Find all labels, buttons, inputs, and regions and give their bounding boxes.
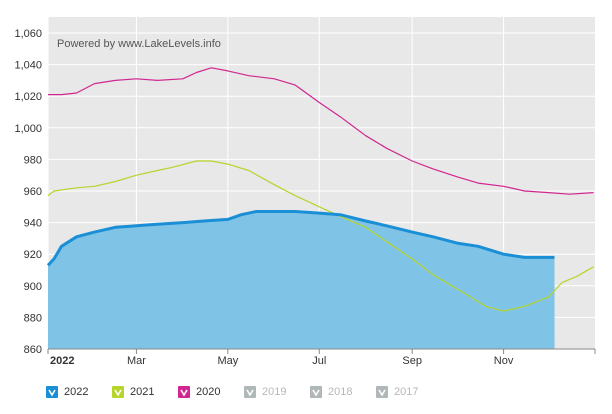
- legend-checkbox-icon[interactable]: [310, 386, 322, 398]
- credit-text: Powered by www.LakeLevels.info: [57, 38, 221, 50]
- y-tick-label: 960: [24, 186, 42, 198]
- legend-label: 2017: [394, 386, 419, 398]
- legend-checkbox-icon[interactable]: [244, 386, 256, 398]
- legend-item-2018[interactable]: 2018: [310, 382, 376, 402]
- legend-label: 2021: [130, 386, 155, 398]
- legend-item-2022[interactable]: 2022: [46, 382, 112, 402]
- legend: 2022 2021 2020 2019 2018 2017: [46, 382, 442, 402]
- legend-item-2019[interactable]: 2019: [244, 382, 310, 402]
- series-2022-area: [48, 211, 555, 349]
- y-tick-label: 1,000: [14, 123, 42, 135]
- series-2022-line: [46, 210, 555, 267]
- x-tick-label: Nov: [494, 355, 514, 367]
- x-tick-label: Sep: [402, 355, 422, 367]
- series-layer: [46, 67, 594, 349]
- y-tick-label: 920: [24, 249, 42, 261]
- y-tick-label: 900: [24, 281, 42, 293]
- y-tick-label: 980: [24, 154, 42, 166]
- x-tick-label: 2022: [50, 355, 74, 367]
- y-tick-label: 940: [24, 218, 42, 230]
- series-2021-line: [47, 160, 594, 312]
- axes: 1,060 1,040 1,020 1,000 980 960 940 920 900 880 86…: [14, 28, 596, 367]
- y-tick-label: 880: [24, 312, 42, 324]
- y-tick-label: 1,020: [14, 91, 42, 103]
- series-2020-line: [48, 67, 594, 195]
- legend-label: 2019: [262, 386, 287, 398]
- x-tick-label: May: [217, 355, 238, 367]
- legend-checkbox-icon[interactable]: [46, 386, 58, 398]
- legend-checkbox-icon[interactable]: [112, 386, 124, 398]
- legend-checkbox-icon[interactable]: [178, 386, 190, 398]
- legend-item-2020[interactable]: 2020: [178, 382, 244, 402]
- x-tick-label: Mar: [127, 355, 146, 367]
- y-tick-label: 1,040: [14, 60, 42, 72]
- legend-item-2017[interactable]: 2017: [376, 382, 442, 402]
- legend-label: 2020: [196, 386, 221, 398]
- y-tick-label: 1,060: [14, 28, 42, 40]
- legend-label: 2022: [64, 386, 89, 398]
- x-tick-label: Jul: [312, 355, 326, 367]
- y-tick-label: 860: [24, 344, 42, 356]
- legend-item-2021[interactable]: 2021: [112, 382, 178, 402]
- legend-checkbox-icon[interactable]: [376, 386, 388, 398]
- legend-label: 2018: [328, 386, 353, 398]
